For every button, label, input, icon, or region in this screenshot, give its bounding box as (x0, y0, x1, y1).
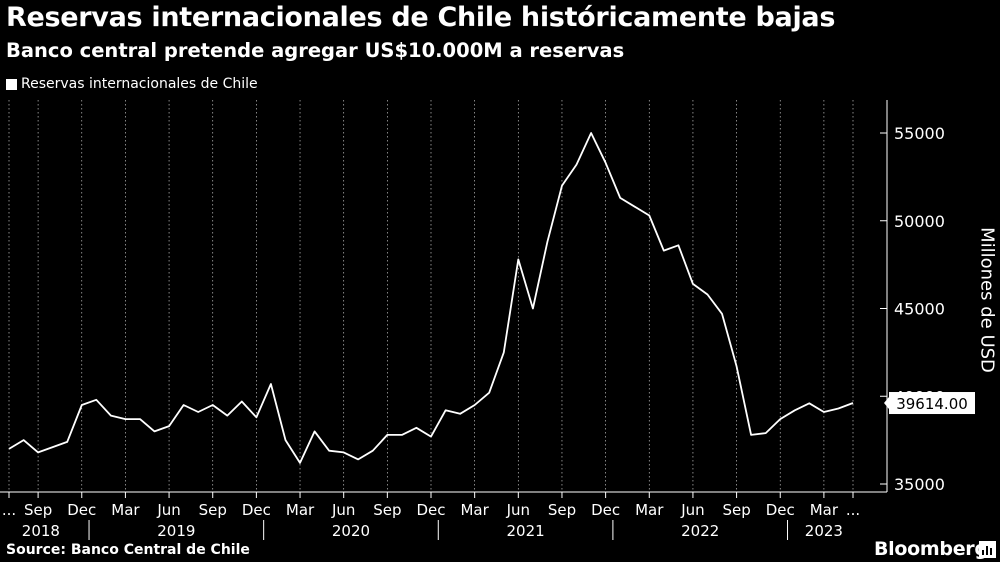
last-value-label: 39614.00 (896, 395, 968, 413)
legend-swatch (6, 78, 17, 90)
x-tick-label: Mar (286, 501, 315, 519)
bloomberg-chart-icon (979, 541, 996, 558)
chart-title: Reservas internacionales de Chile histór… (6, 2, 836, 33)
x-year-label: 2021 (506, 522, 544, 540)
x-tick-label: ... (2, 501, 16, 519)
x-tick-label: Jun (156, 501, 180, 519)
x-tick-label: Mar (460, 501, 489, 519)
x-tick-label: Jun (506, 501, 530, 519)
x-year-label: 2020 (332, 522, 370, 540)
x-tick-label: Jun (680, 501, 704, 519)
x-year-label: 2019 (157, 522, 195, 540)
x-year-label: 2018 (22, 522, 60, 540)
x-tick-label: Sep (24, 501, 52, 519)
series-line-reservas (8, 132, 854, 464)
legend-label: Reservas internacionales de Chile (21, 76, 258, 92)
chart-subtitle: Banco central pretende agregar US$10.000… (6, 39, 625, 62)
x-tick-label: ... (846, 501, 860, 519)
last-value-box (889, 392, 975, 415)
x-year-label: 2022 (681, 522, 719, 540)
y-tick-label: 55000 (894, 124, 945, 143)
y-axis-label: Millones de USD (976, 227, 998, 373)
x-year-label: 2023 (805, 522, 843, 540)
y-tick-label: 35000 (894, 475, 945, 494)
series-layer (8, 132, 854, 464)
x-tick-label: Sep (548, 501, 576, 519)
x-tick-label: Jun (331, 501, 355, 519)
source-note: Source: Banco Central de Chile (6, 542, 250, 558)
x-tick-label: Dec (591, 501, 620, 519)
x-tick-label: Dec (766, 501, 795, 519)
x-tick-label: Mar (810, 501, 839, 519)
legend: Reservas internacionales de Chile (6, 76, 258, 92)
brand-logo-text: Bloomberg (874, 538, 988, 560)
x-tick-label: Dec (67, 501, 96, 519)
grid-layer (8, 100, 854, 492)
x-tick-label: Dec (242, 501, 271, 519)
y-tick-label: 50000 (894, 212, 945, 231)
x-tick-label: Sep (199, 501, 227, 519)
x-tick-label: Sep (373, 501, 401, 519)
x-tick-label: Mar (111, 501, 140, 519)
last-value-pointer (884, 397, 889, 410)
y-tick-label: 45000 (894, 300, 945, 319)
label-layer: 3500040000450005000055000...SepDecMarJun… (2, 124, 975, 540)
x-tick-label: Sep (722, 501, 750, 519)
axis-layer (0, 100, 888, 540)
x-tick-label: Dec (416, 501, 445, 519)
x-tick-label: Mar (635, 501, 664, 519)
